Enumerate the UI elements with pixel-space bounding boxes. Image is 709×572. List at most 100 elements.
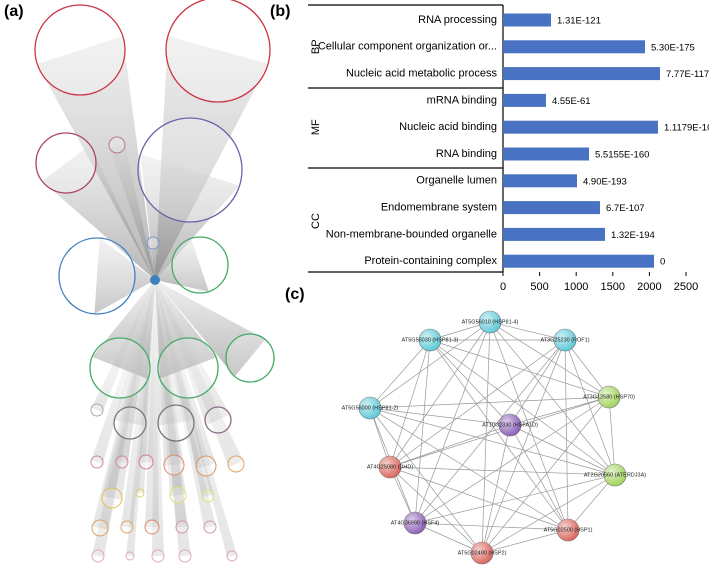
category-label: Nucleic acid binding (399, 121, 497, 133)
node-circle (195, 455, 217, 477)
cone (91, 280, 155, 413)
node-circle (115, 455, 129, 469)
cone (155, 280, 216, 529)
node-shine (379, 456, 401, 478)
p-value-label: 7.77E-117 (666, 69, 709, 80)
node-circle (226, 550, 238, 562)
edge (414, 522, 569, 531)
panel-b: RNA processing 1.31E-121 Cellular componen… (308, 4, 709, 293)
cone (92, 280, 155, 530)
edge (414, 339, 566, 524)
edge (369, 321, 491, 409)
bar (503, 93, 546, 107)
node-label: AT3G12580 (HSP70) (583, 394, 635, 400)
cone (42, 144, 155, 280)
edge (429, 339, 569, 531)
edge (369, 407, 569, 531)
bar (503, 201, 600, 215)
bar (503, 40, 646, 54)
edge (429, 339, 511, 426)
edge (414, 522, 483, 554)
edge (489, 321, 566, 341)
node-circle (91, 519, 109, 537)
node-circle (113, 406, 147, 440)
edge (389, 424, 511, 468)
edge (481, 529, 569, 554)
node-circle (163, 454, 185, 476)
node-circle (178, 549, 192, 563)
edge (481, 474, 616, 554)
node-circle (135, 488, 145, 498)
node-shine (359, 397, 381, 419)
node-circle (34, 4, 126, 96)
bar (503, 254, 655, 268)
edge (564, 339, 569, 531)
edge (481, 321, 491, 554)
node-shine (557, 519, 579, 541)
panel-label: (c) (285, 286, 305, 303)
node-circle (146, 236, 160, 250)
edge (369, 407, 483, 554)
bar (503, 13, 552, 27)
hub (150, 275, 160, 285)
bar (503, 120, 658, 134)
category-label: Nucleic acid metabolic process (346, 68, 498, 80)
x-tick-label: 2500 (674, 281, 698, 293)
node-shine (419, 329, 441, 351)
node-label: AT5G56030 (HSP81-3) (402, 337, 459, 343)
p-value-label: 5.30E-175 (651, 42, 695, 53)
p-value-label: 1.32E-194 (611, 230, 655, 241)
edge (414, 339, 431, 524)
edge (608, 396, 616, 476)
node-circle (144, 519, 160, 535)
node-circle (90, 455, 104, 469)
edge (489, 321, 610, 398)
node-label: AT2G20560 (ATERDJ3A) (584, 472, 646, 478)
edge (509, 339, 566, 426)
node-shine (499, 414, 521, 436)
node-circle (227, 455, 245, 473)
edge (389, 339, 431, 468)
x-tick-label: 0 (500, 281, 506, 293)
node-circle (157, 404, 195, 442)
cone (91, 280, 155, 464)
bar (503, 174, 578, 188)
node-label: AT5G02490 (HSP2) (458, 550, 507, 556)
panel-a (34, 0, 275, 563)
edge (567, 474, 616, 531)
edge (389, 466, 569, 531)
cone (92, 280, 155, 558)
edge (389, 339, 566, 468)
node-circle (108, 136, 126, 154)
cone (155, 280, 237, 558)
cone (140, 154, 240, 280)
p-value-label: 1.31E-121 (557, 16, 601, 27)
edge (489, 321, 569, 531)
category-label: Cellular component organization or... (318, 41, 497, 53)
edge (429, 339, 616, 476)
edge (489, 321, 616, 476)
bar (503, 147, 590, 161)
node-shine (479, 311, 501, 333)
node-circle (125, 551, 135, 561)
node-label: AT1G32330 (HSFA1D) (482, 422, 538, 428)
node-circle (225, 333, 275, 383)
node-circle (165, 0, 271, 103)
p-value-label: 4.90E-193 (583, 176, 627, 187)
cone (155, 280, 266, 377)
node-circle (204, 406, 232, 434)
node-circle (201, 489, 215, 503)
node-circle (35, 132, 97, 194)
cone (155, 280, 188, 528)
panel-label: (b) (270, 3, 290, 20)
node-circle (157, 337, 219, 399)
node-circle (91, 549, 105, 563)
category-label: Endomembrane system (381, 202, 497, 214)
edge (389, 321, 491, 468)
category-label: RNA binding (436, 148, 497, 160)
cone (126, 280, 155, 557)
node-circle (58, 237, 136, 315)
node-label: AT5G56000 (HSP81-2) (342, 405, 399, 411)
node-label: AT4G36990 (HSF4) (391, 520, 440, 526)
cone (147, 242, 159, 280)
